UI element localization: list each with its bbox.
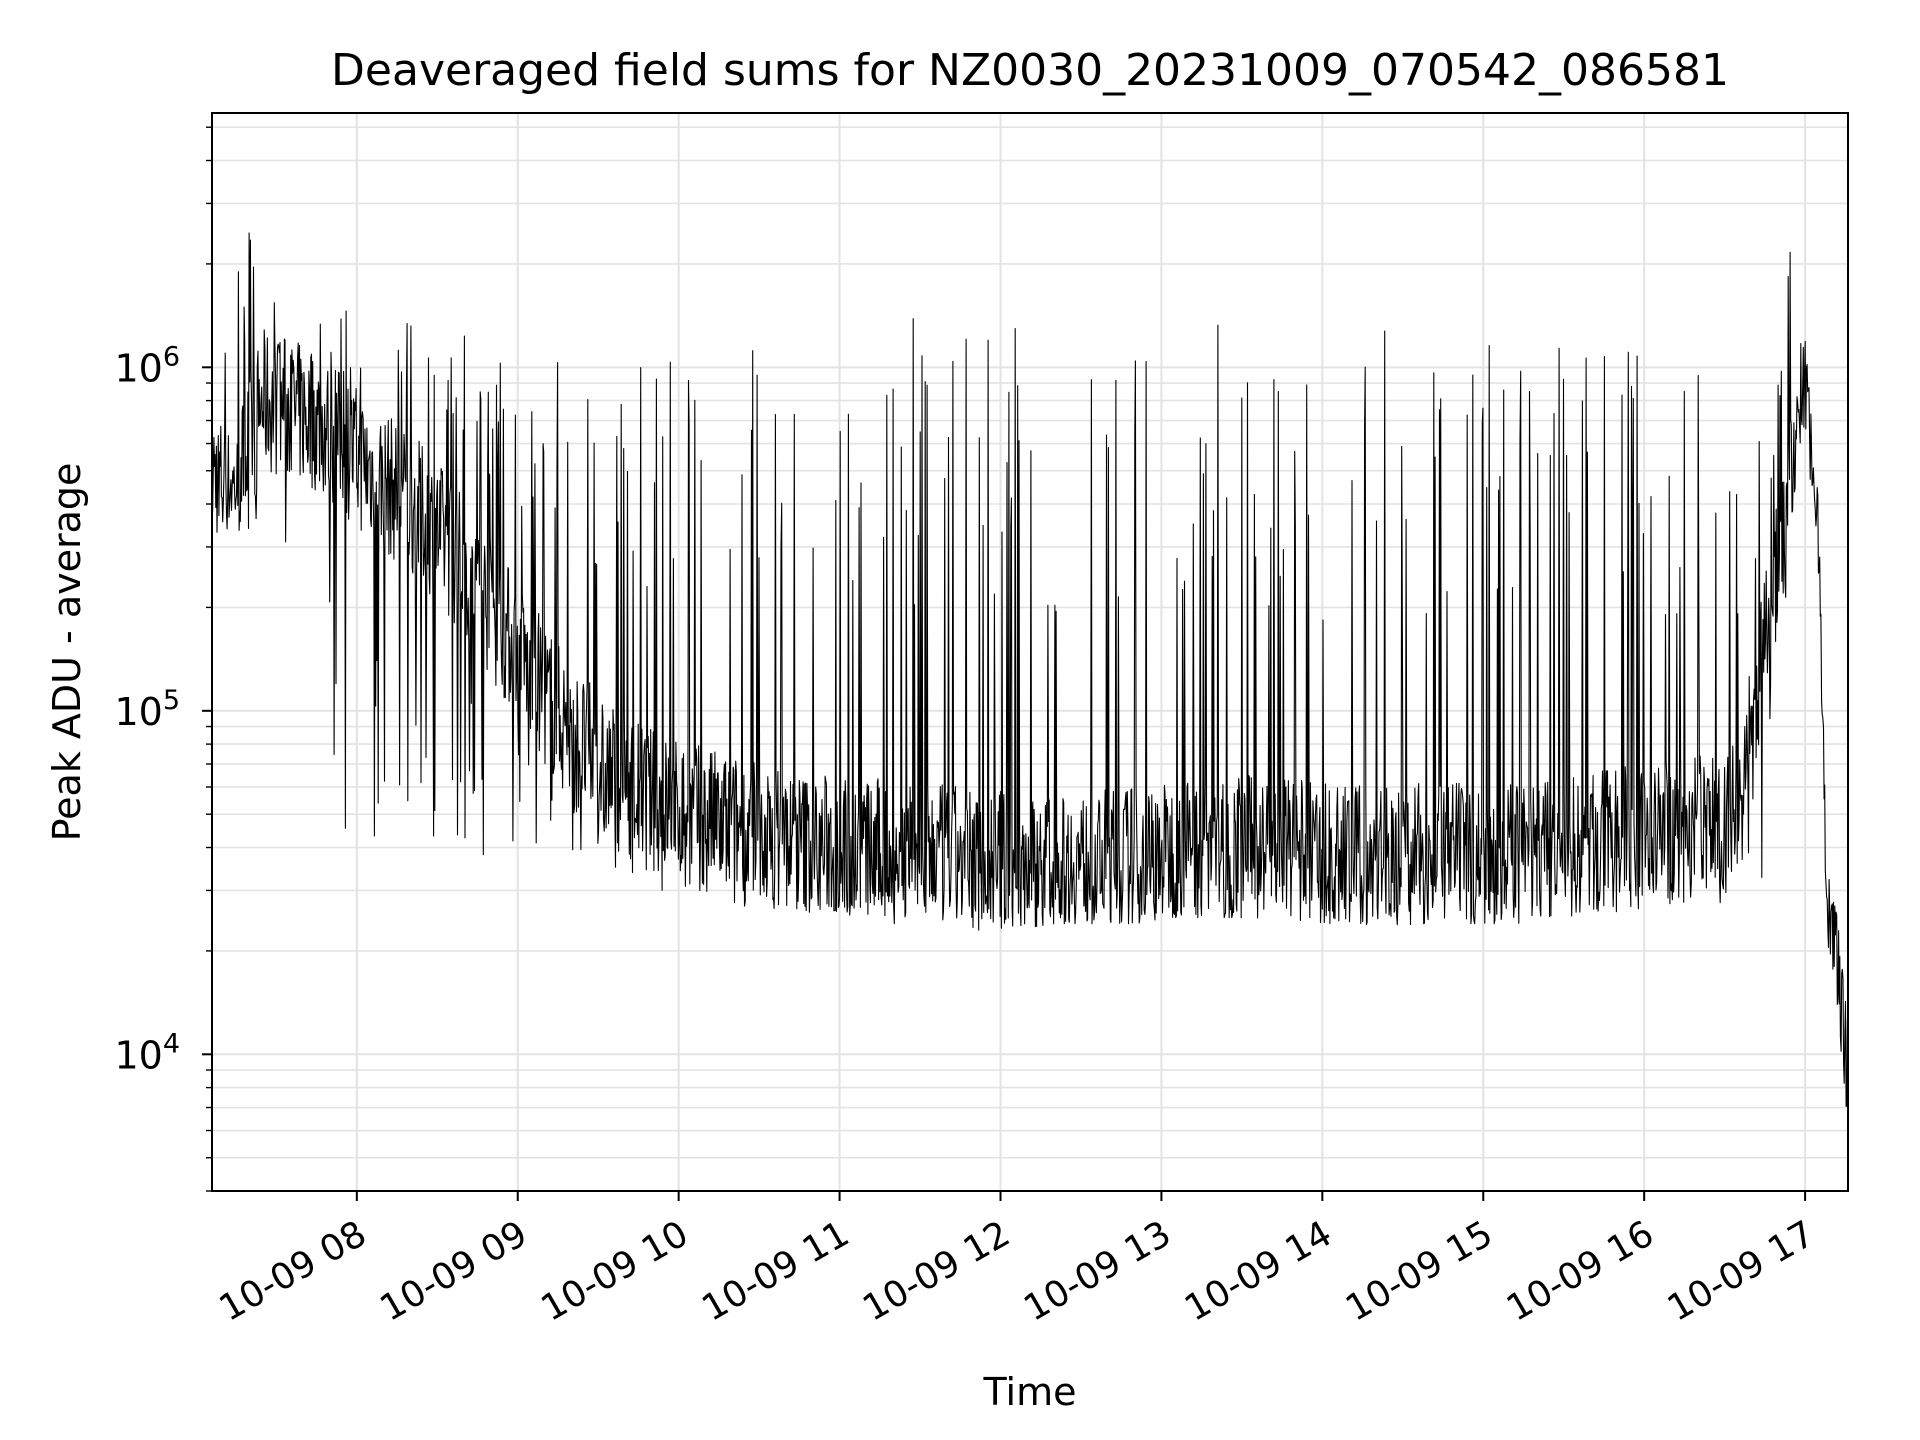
- plot-frame: [211, 112, 1849, 1192]
- y-tick-label: 104: [114, 1028, 180, 1077]
- y-axis: 104 105 106: [114, 126, 212, 1192]
- series-line: [211, 232, 1849, 1107]
- grid: [212, 113, 1848, 1192]
- y-tick-label: 105: [114, 685, 180, 734]
- chart-title: Deaveraged field sums for NZ0030_2023100…: [331, 45, 1729, 96]
- plot-background: [212, 113, 1848, 1191]
- y-tick-label: 106: [114, 341, 180, 390]
- y-axis-label: Peak ADU - average: [45, 463, 89, 842]
- x-axis-label: Time: [983, 1370, 1077, 1414]
- plot-area: [211, 112, 1849, 1192]
